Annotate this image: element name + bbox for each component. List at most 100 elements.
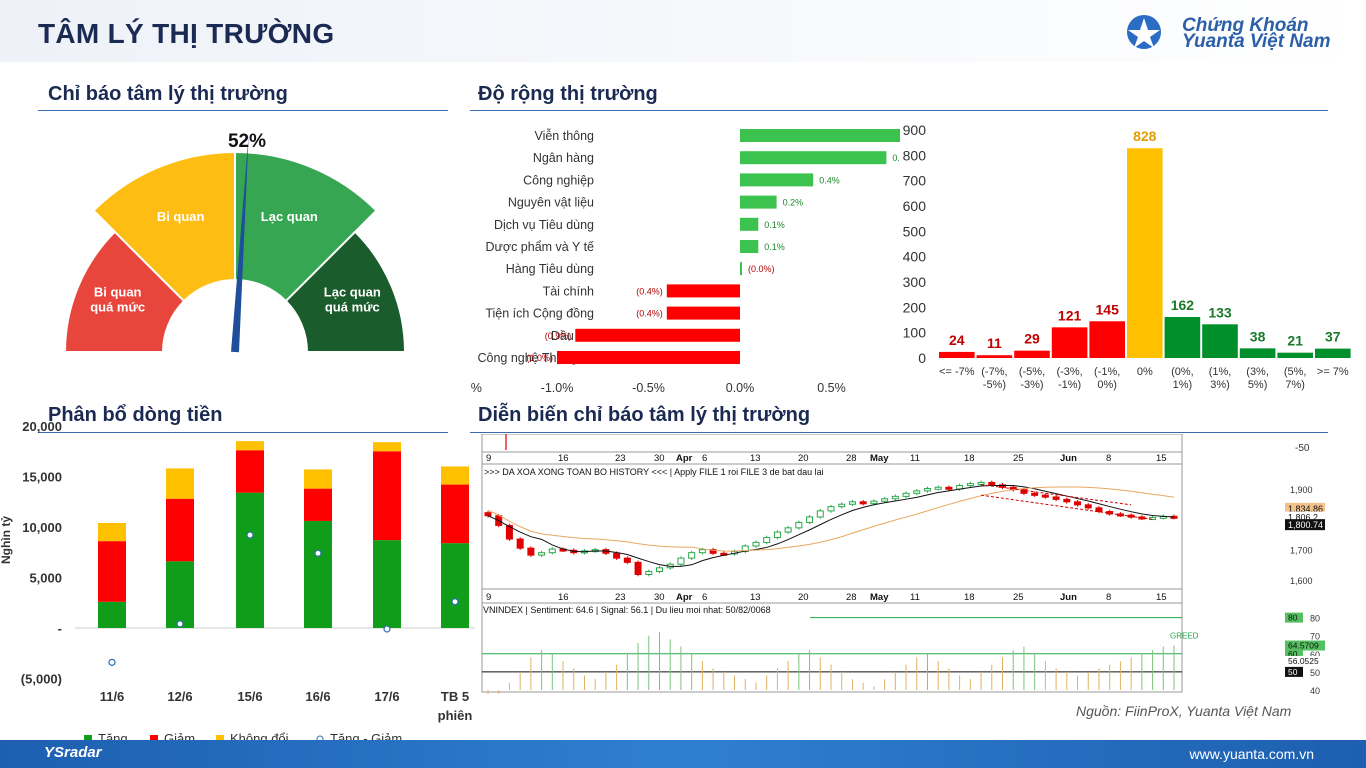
flow-category-label: 15/6	[237, 689, 262, 704]
history-candle-body	[881, 498, 889, 502]
history-candle-body	[902, 492, 910, 497]
history-candle-body	[945, 486, 953, 490]
sector-value-label: 0.1%	[764, 242, 785, 252]
gauge-needle	[231, 134, 249, 353]
history-candle-body	[677, 557, 685, 565]
sector-bar	[666, 284, 740, 298]
history-candle-body	[752, 541, 760, 547]
history-candle-body	[870, 500, 878, 505]
history-x-tick-bottom: 20	[798, 592, 809, 603]
gauge-section-rule	[38, 110, 448, 111]
history-x-tick-bottom: 11	[910, 592, 920, 603]
history-greed-label: GREED	[1170, 632, 1199, 641]
flow-y-tick: (5,000)	[21, 672, 62, 687]
history-x-tick-top: 9	[486, 453, 491, 464]
sector-bar	[740, 173, 814, 187]
history-x-tick-bottom: 15	[1156, 592, 1167, 603]
history-price-label: 1,806.2	[1288, 512, 1318, 522]
dist-value-label: 145	[1096, 301, 1120, 317]
dist-value-label: 121	[1058, 307, 1082, 323]
flow-bar-Tăng	[98, 601, 126, 628]
history-x-tick-top: Apr	[676, 453, 693, 464]
history-candle-body	[913, 490, 921, 494]
sector-value-label: (0.4%)	[636, 309, 663, 319]
dist-value-label: 38	[1250, 328, 1266, 344]
header-band: TÂM LÝ THỊ TRƯỜNG Chứng Khoán Yuanta Việ…	[0, 0, 1366, 62]
history-candle-body	[977, 481, 985, 485]
flow-y-label: Nghìn tỷ	[0, 516, 13, 564]
dist-category-label: (1%, 3%)	[1209, 366, 1232, 391]
flow-bar-Tăng	[166, 561, 194, 628]
dist-category-label: (3%, 5%)	[1246, 366, 1269, 391]
gauge-value-label: 52%	[228, 131, 266, 152]
history-x-tick-bottom: 30	[654, 592, 665, 603]
sector-bar	[740, 195, 777, 209]
history-candle-body	[613, 552, 621, 559]
history-x-tick-top: 28	[846, 453, 857, 464]
history-fast-ma	[487, 484, 1175, 567]
dist-bar	[1014, 350, 1050, 358]
gauge-zone-label: Bi quan	[157, 209, 205, 224]
dist-category-label: (-3%, -1%)	[1056, 366, 1082, 391]
sector-value-label: 0.2%	[783, 198, 804, 208]
dist-y-tick: 300	[903, 274, 927, 290]
history-indicator-tick: 60	[1310, 650, 1320, 660]
history-price-tick: 1,600	[1290, 576, 1313, 586]
sector-category-label: Nguyên vật liệu	[508, 196, 594, 210]
history-x-tick-top: 20	[798, 453, 809, 464]
history-indicator-value: 50	[1288, 667, 1298, 677]
sector-value-label: (0.0%)	[748, 264, 775, 274]
dist-value-label: 162	[1171, 297, 1195, 313]
dist-bar	[1315, 348, 1351, 358]
flow-y-tick: -	[58, 621, 62, 636]
flow-net-point	[451, 598, 459, 606]
history-x-tick-bottom: 13	[750, 592, 761, 603]
history-x-tick-bottom: 23	[615, 592, 626, 603]
history-candle-body	[795, 521, 803, 529]
vnindex-history-chart: -50 >>> DA XOA XONG TOAN BO HISTORY <<< |…	[480, 434, 1330, 694]
dist-y-tick: 200	[903, 299, 927, 315]
history-price-label-box	[1285, 519, 1325, 531]
sector-category-label: Viễn thông	[534, 128, 594, 143]
history-x-tick-top: 6	[702, 453, 707, 464]
history-section-title: Diễn biến chỉ báo tâm lý thị trường	[478, 404, 811, 426]
dist-value-label: 21	[1287, 333, 1303, 349]
money-flow-chart: 20,000 15,000 10,000 5,000 - (5,000) Nghìn tỷ 1…	[0, 419, 475, 745]
history-x-tick-bottom: 18	[964, 592, 975, 603]
brand-line-1: Chứng Khoán	[1182, 15, 1309, 36]
sector-value-label: (1.0%)	[526, 353, 553, 363]
flow-bar-Khôngđổi	[236, 441, 264, 451]
history-candle-body	[763, 537, 771, 543]
history-x-tick-bottom: May	[870, 592, 889, 603]
sector-x-tick: -0.5%	[632, 381, 665, 395]
history-trend-upper	[980, 484, 1132, 506]
history-candle-body	[1041, 494, 1049, 498]
flow-category-label: 11/6	[100, 689, 125, 704]
history-candle-body	[527, 547, 535, 556]
history-price-label-box	[1285, 502, 1325, 514]
history-indicator-value: 56.0525	[1288, 656, 1319, 666]
history-candle-body	[634, 561, 642, 575]
dist-y-tick: 400	[903, 249, 927, 265]
dist-category-label: 0%	[1137, 366, 1153, 378]
history-x-tick-bottom: Apr	[676, 592, 693, 603]
sector-value-label: 0.4%	[819, 175, 840, 185]
history-x-tick-bottom: 6	[702, 592, 707, 603]
dist-y-tick: 800	[903, 147, 927, 163]
flow-y-tick: 5,000	[29, 571, 62, 586]
dist-bar	[1277, 352, 1313, 358]
dist-bar	[1202, 324, 1238, 358]
footer-website-link[interactable]: www.yuanta.com.vn	[1189, 746, 1315, 762]
page-title: TÂM LÝ THỊ TRƯỜNG	[38, 18, 335, 49]
sentiment-gauge-chart: Bi quan quá mức Bi quan Lạc quan Lạc quan quá…	[63, 131, 407, 353]
history-indicator-label-box	[1285, 666, 1303, 677]
history-frame	[481, 434, 1183, 693]
dist-category-label: <= -7%	[939, 366, 975, 378]
history-candle-body	[773, 531, 781, 539]
history-candle-body	[827, 506, 835, 512]
history-candle-body	[859, 501, 867, 505]
history-x-tick-bottom: 9	[486, 592, 491, 603]
dist-y-tick: 500	[903, 223, 927, 239]
history-candle-body	[656, 567, 663, 572]
